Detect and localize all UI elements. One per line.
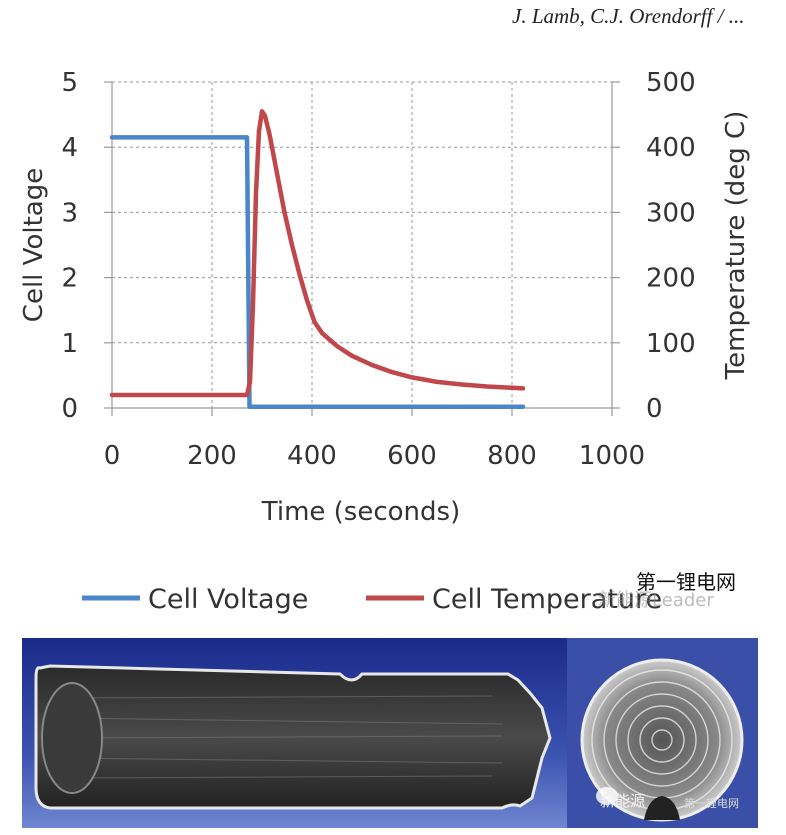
legend-label-cell-voltage: Cell Voltage — [148, 584, 308, 615]
xray-image — [22, 638, 758, 828]
x-tick-label: 800 — [487, 441, 537, 471]
legend-label-cell-temperature: Cell Temperature — [432, 584, 662, 615]
y2-tick-label: 100 — [646, 329, 696, 359]
y-tick-label: 5 — [61, 68, 78, 98]
wechat-icon — [596, 787, 618, 805]
series-line-cell-voltage — [109, 135, 526, 409]
y-tick-label: 3 — [61, 198, 78, 228]
y-tick-label: 4 — [61, 133, 78, 163]
y2-tick-label: 0 — [646, 394, 663, 424]
y2-tick-label: 400 — [646, 133, 696, 163]
series-line-cell-temperature — [109, 109, 526, 398]
y2-tick-label: 300 — [646, 198, 696, 228]
watermark-text-2: 新能源Leader — [598, 590, 714, 611]
series-lines — [109, 109, 526, 409]
y-tick-label: 2 — [61, 264, 78, 294]
y-tick-label: 1 — [61, 329, 78, 359]
x-tick-label: 0 — [104, 441, 121, 471]
watermark-text-4: 第一锂电网 — [684, 797, 739, 810]
grid-lines — [112, 81, 613, 408]
x-tick-label: 400 — [287, 441, 337, 471]
x-tick-label: 600 — [387, 441, 437, 471]
y2-axis-label: Temperature (deg C) — [721, 111, 751, 381]
author-credit: J. Lamb, C.J. Orendorff / ... — [512, 4, 745, 28]
voltage-temperature-chart: 0 200 400 600 800 10000123450100200300400500 … — [19, 68, 751, 615]
y-axis-label: Cell Voltage — [19, 168, 49, 322]
watermark-text-1: 第一锂电网 — [636, 570, 736, 594]
legend: Cell Voltage Cell Temperature — [82, 584, 662, 615]
axes — [104, 81, 620, 416]
watermark-text-3: 新能源 — [600, 792, 646, 810]
x-axis-label: Time (seconds) — [261, 497, 460, 527]
y2-tick-label: 200 — [646, 264, 696, 294]
x-tick-label: 1000 — [579, 441, 645, 471]
x-tick-label: 200 — [187, 441, 237, 471]
y2-tick-label: 500 — [646, 68, 696, 98]
y-tick-label: 0 — [61, 394, 78, 424]
